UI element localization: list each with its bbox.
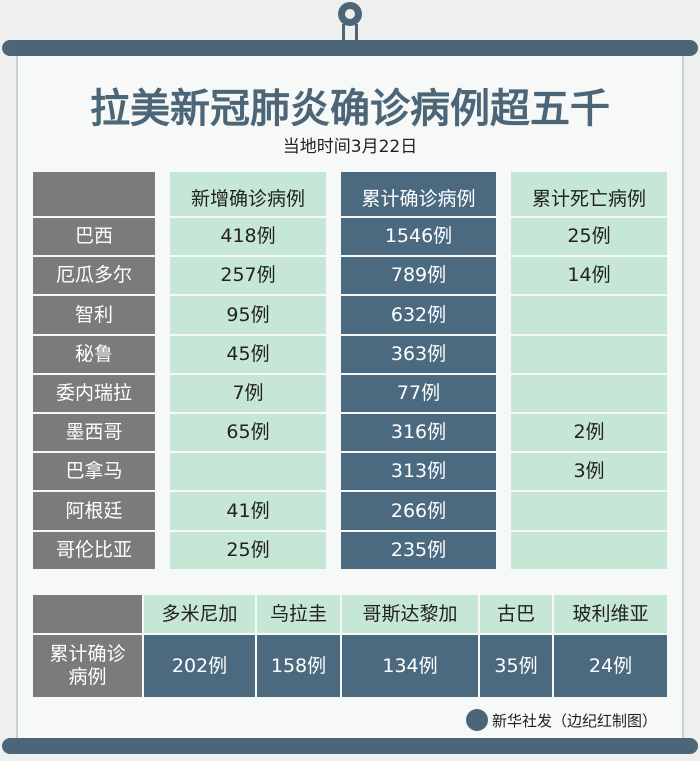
data-cell: 313例 (341, 453, 496, 491)
data-cell: 25例 (170, 531, 326, 569)
column-header: 新增确诊病例 (170, 172, 326, 216)
data-cell: 789例 (341, 257, 496, 295)
row-header: 巴西 (33, 218, 155, 256)
credit: 新华社发（边纪红制图） (492, 712, 658, 730)
data-cell (511, 492, 667, 530)
top-bar (2, 40, 698, 56)
hanger-string (342, 24, 345, 42)
row-header: 智利 (33, 296, 155, 334)
bottom-bar (2, 738, 698, 754)
data-cell: 202例 (144, 635, 255, 697)
data-cell: 14例 (511, 257, 667, 295)
data-cell: 7例 (170, 374, 326, 412)
column-header: 累计死亡病例 (511, 172, 667, 216)
row-header: 哥伦比亚 (33, 531, 155, 569)
data-cell: 65例 (170, 414, 326, 452)
data-cell: 77例 (341, 374, 496, 412)
row-header: 墨西哥 (33, 414, 155, 452)
row-header: 秘鲁 (33, 335, 155, 373)
subtitle: 当地时间3月22日 (282, 137, 418, 157)
title: 拉美新冠肺炎确诊病例超五千 (90, 86, 610, 132)
data-cell: 24例 (554, 635, 667, 697)
data-cell: 235例 (341, 531, 496, 569)
data-cell: 134例 (342, 635, 478, 697)
data-cell: 3例 (511, 453, 667, 491)
data-cell: 632例 (341, 296, 496, 334)
data-cell (511, 374, 667, 412)
hanger-string (355, 24, 358, 42)
data-cell: 257例 (170, 257, 326, 295)
data-cell (511, 335, 667, 373)
column-header: 玻利维亚 (554, 595, 667, 633)
data-cell: 25例 (511, 218, 667, 256)
data-cell: 45例 (170, 335, 326, 373)
row-header: 委内瑞拉 (33, 374, 155, 412)
row-header: 累计确诊病例 (33, 635, 142, 697)
data-cell: 316例 (341, 414, 496, 452)
data-cell (511, 296, 667, 334)
row-header: 巴拿马 (33, 453, 155, 491)
data-cell: 158例 (257, 635, 340, 697)
column-header: 哥斯达黎加 (342, 595, 478, 633)
data-cell: 266例 (341, 492, 496, 530)
data-cell: 2例 (511, 414, 667, 452)
column-header: 古巴 (480, 595, 552, 633)
logo (466, 709, 488, 731)
data-cell: 363例 (341, 335, 496, 373)
header-cell (33, 595, 142, 633)
header-cell (33, 172, 155, 216)
column-header: 乌拉圭 (257, 595, 340, 633)
data-cell: 1546例 (341, 218, 496, 256)
data-cell: 35例 (480, 635, 552, 697)
data-cell (511, 531, 667, 569)
data-cell: 95例 (170, 296, 326, 334)
data-cell: 41例 (170, 492, 326, 530)
row-header: 厄瓜多尔 (33, 257, 155, 295)
data-cell (170, 453, 326, 491)
row-header: 阿根廷 (33, 492, 155, 530)
hanger (338, 2, 362, 26)
column-header: 累计确诊病例 (341, 172, 496, 216)
data-cell: 418例 (170, 218, 326, 256)
column-header: 多米尼加 (144, 595, 255, 633)
